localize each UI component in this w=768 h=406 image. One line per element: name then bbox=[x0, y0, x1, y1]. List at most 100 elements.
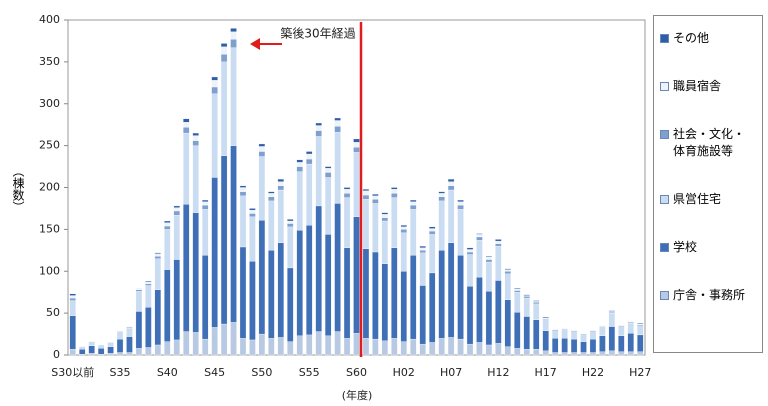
bar-segment bbox=[476, 240, 483, 278]
x-tick-label: H07 bbox=[440, 366, 462, 379]
bar-segment bbox=[230, 31, 237, 40]
bar-segment bbox=[542, 317, 549, 319]
bar-segment bbox=[362, 199, 370, 249]
y-tick-label: 100 bbox=[39, 264, 60, 277]
bar-segment bbox=[618, 326, 625, 336]
bar-segment bbox=[173, 207, 180, 212]
bar-segment bbox=[296, 230, 303, 336]
bar-segment bbox=[570, 331, 578, 340]
x-axis-title: (年度) bbox=[342, 388, 373, 402]
bar-segment bbox=[428, 342, 436, 356]
bar-segment bbox=[381, 212, 389, 215]
bar-segment bbox=[324, 168, 332, 173]
bar-segment bbox=[599, 325, 606, 327]
bar-segment bbox=[173, 214, 180, 260]
bar-segment bbox=[476, 342, 483, 356]
bar-segment bbox=[381, 217, 389, 222]
legend-item: 職員宿舎 bbox=[660, 78, 756, 95]
bar-segment bbox=[97, 344, 105, 349]
bar-segment bbox=[580, 352, 587, 356]
bar-segment bbox=[447, 185, 455, 191]
bar-segment bbox=[466, 249, 474, 253]
bar-segment bbox=[192, 145, 199, 213]
y-tick-label: 300 bbox=[39, 97, 60, 110]
bar-segment bbox=[523, 297, 530, 317]
bar-segment bbox=[608, 326, 616, 351]
bar-segment bbox=[192, 135, 199, 141]
x-tick-label: H17 bbox=[535, 366, 557, 379]
x-tick-label: S60 bbox=[346, 366, 367, 379]
bar-segment bbox=[542, 350, 549, 356]
bar-segment bbox=[495, 280, 502, 344]
bar-segment bbox=[69, 300, 76, 316]
bar-segment bbox=[220, 323, 228, 356]
bar-segment bbox=[637, 351, 644, 356]
bar-segment bbox=[599, 327, 606, 336]
legend-item: 県営住宅 bbox=[660, 191, 756, 208]
bar-segment bbox=[277, 178, 285, 182]
bar-segment bbox=[485, 261, 493, 292]
bar-segment bbox=[183, 122, 190, 128]
bar-segment bbox=[410, 204, 417, 210]
bar-segment bbox=[627, 323, 634, 334]
bar-segment bbox=[343, 197, 351, 248]
bar-segment bbox=[608, 310, 616, 312]
bar-segment bbox=[570, 338, 578, 353]
bar-segment bbox=[504, 268, 512, 270]
legend-swatch bbox=[660, 34, 669, 43]
bar-segment bbox=[353, 142, 360, 148]
bar-segment bbox=[164, 341, 171, 356]
bar-segment bbox=[391, 187, 398, 190]
bar-segment bbox=[362, 194, 370, 200]
bar-segment bbox=[334, 132, 341, 204]
bar-segment bbox=[145, 283, 152, 286]
bar-segment bbox=[334, 126, 341, 133]
bar-segment bbox=[79, 348, 86, 355]
bar-segment bbox=[107, 346, 114, 354]
bar-segment bbox=[258, 220, 266, 335]
bar-segment bbox=[211, 76, 218, 81]
bar-segment bbox=[485, 291, 493, 346]
bar-segment bbox=[637, 323, 644, 325]
bar-segment bbox=[239, 185, 247, 188]
bar-segment bbox=[230, 322, 237, 356]
bar-segment bbox=[438, 250, 445, 339]
bar-segment bbox=[343, 247, 351, 339]
bar-segment bbox=[428, 226, 436, 229]
bar-segment bbox=[551, 330, 559, 339]
bar-segment bbox=[381, 214, 389, 218]
bar-segment bbox=[183, 204, 190, 332]
bar-segment bbox=[135, 287, 143, 290]
bar-segment bbox=[258, 146, 266, 152]
bar-segment bbox=[154, 258, 162, 290]
bar-segment bbox=[173, 339, 180, 356]
bar-segment bbox=[258, 143, 266, 147]
bar-segment bbox=[485, 344, 493, 356]
bar-segment bbox=[523, 294, 530, 296]
bar-segment bbox=[220, 54, 228, 63]
x-tick-label: S40 bbox=[157, 366, 178, 379]
bar-segment bbox=[277, 337, 285, 356]
bar-segment bbox=[353, 152, 360, 217]
y-tick-label: 0 bbox=[53, 348, 60, 361]
bar-segment bbox=[438, 200, 445, 251]
bar-segment bbox=[400, 232, 407, 272]
bar-segment bbox=[69, 293, 76, 296]
bar-segment bbox=[362, 190, 370, 196]
bar-segment bbox=[334, 120, 341, 127]
bar-segment bbox=[287, 341, 294, 356]
bar-segment bbox=[173, 210, 180, 216]
bar-segment bbox=[504, 346, 512, 356]
bar-segment bbox=[306, 151, 313, 155]
bar-segment bbox=[296, 159, 303, 163]
bar-segment bbox=[608, 350, 616, 356]
bar-segment bbox=[126, 328, 133, 337]
bar-segment bbox=[419, 245, 426, 248]
bar-segment bbox=[495, 240, 502, 244]
bar-segment bbox=[495, 245, 502, 281]
bar-segment bbox=[391, 193, 398, 198]
bar-segment bbox=[306, 163, 313, 226]
legend-swatch bbox=[660, 243, 669, 252]
bar-segment bbox=[514, 287, 521, 289]
